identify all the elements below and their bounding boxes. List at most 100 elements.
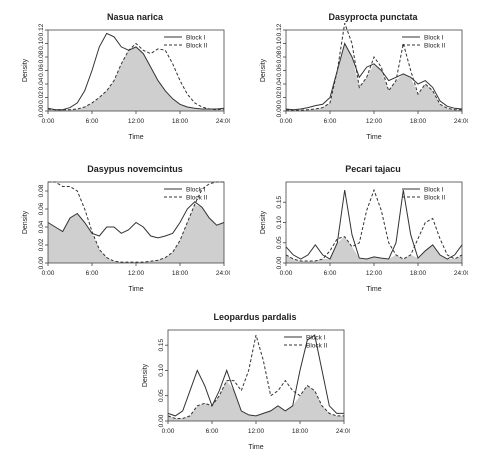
x-tick-label: 0:00 xyxy=(280,270,293,277)
y-tick-label: 0.02 xyxy=(38,238,45,251)
chart-svg: Dasypus novemcintus 0:00 6:00 12:00 18:00 24:… xyxy=(22,164,233,293)
y-tick-label: 0.00 xyxy=(38,256,45,269)
y-tick-label: 0.02 xyxy=(276,91,283,104)
x-tick-label: 18:00 xyxy=(410,118,427,125)
x-tick-label: 12:00 xyxy=(366,118,383,125)
x-tick-label: 18:00 xyxy=(172,270,189,277)
x-tick-label: 12:00 xyxy=(248,428,265,435)
y-axis-label: Density xyxy=(260,210,267,234)
x-tick-label: 0:00 xyxy=(280,118,293,125)
y-tick-label: 0.00 xyxy=(276,256,283,269)
x-tick-label: 6:00 xyxy=(206,428,219,435)
x-axis-label: Time xyxy=(128,286,143,293)
x-tick-label: 24:00 xyxy=(216,118,230,125)
y-tick-label: 0.04 xyxy=(38,77,45,90)
overlap-area xyxy=(48,204,224,263)
x-axis-label: Time xyxy=(366,134,381,141)
chart-svg: Leopardus pardalis 0:00 6:00 12:00 18:00 24:0… xyxy=(142,312,353,451)
y-tick-label: 0.08 xyxy=(276,50,283,63)
chart-panel: Dasyprocta punctata 0:00 6:00 12:00 18:00 24:… xyxy=(258,8,471,148)
series-line-1 xyxy=(285,42,463,111)
series-line-2 xyxy=(47,42,225,111)
x-tick-label: 18:00 xyxy=(172,118,189,125)
legend-label: Block II xyxy=(424,195,446,202)
y-axis-label: Density xyxy=(142,363,149,387)
x-tick-label: 24:00 xyxy=(454,270,468,277)
x-tick-label: 24:00 xyxy=(336,428,350,435)
y-tick-label: 0.00 xyxy=(158,414,165,427)
y-tick-label: 0.04 xyxy=(38,220,45,233)
series-line-1 xyxy=(47,201,225,239)
x-tick-label: 6:00 xyxy=(324,270,337,277)
x-axis-label: Time xyxy=(366,286,381,293)
y-tick-label: 0.12 xyxy=(276,23,283,36)
legend-label: Block I xyxy=(306,335,326,342)
y-axis-label: Density xyxy=(260,58,267,82)
chart-panel: Leopardus pardalis 0:00 6:00 12:00 18:00 24:0… xyxy=(140,308,353,458)
chart-svg: Pecari tajacu 0:00 6:00 12:00 18:00 24:00 0.00… xyxy=(260,164,471,293)
y-axis-label: Density xyxy=(22,210,29,234)
chart-title: Nasua narica xyxy=(107,12,164,22)
legend-label: Block I xyxy=(424,35,444,42)
legend-label: Block I xyxy=(186,35,206,42)
x-tick-label: 6:00 xyxy=(324,118,337,125)
chart-title: Dasypus novemcintus xyxy=(87,164,183,174)
y-tick-label: 0.00 xyxy=(38,104,45,117)
y-tick-label: 0.00 xyxy=(276,104,283,117)
x-tick-label: 18:00 xyxy=(292,428,309,435)
y-axis-label: Density xyxy=(22,58,29,82)
chart-panel: Nasua narica0:006:0012:0018:0024:000.000… xyxy=(20,8,233,148)
overlap-area xyxy=(168,380,344,421)
chart-title: Pecari tajacu xyxy=(345,164,401,174)
y-tick-label: 0.10 xyxy=(158,364,165,377)
chart-svg: Dasyprocta punctata 0:00 6:00 12:00 18:00 24:… xyxy=(260,12,471,141)
legend-label: Block I xyxy=(186,187,206,194)
y-tick-label: 0.10 xyxy=(38,37,45,50)
series-line-2 xyxy=(48,181,224,263)
chart-title: Dasyprocta punctata xyxy=(328,12,418,22)
x-tick-label: 0:00 xyxy=(162,428,175,435)
x-tick-label: 24:00 xyxy=(216,270,230,277)
y-tick-label: 0.06 xyxy=(276,64,283,77)
x-tick-label: 12:00 xyxy=(128,118,145,125)
y-tick-label: 0.12 xyxy=(38,23,45,36)
overlap-area xyxy=(286,43,462,111)
x-tick-label: 12:00 xyxy=(366,270,383,277)
x-tick-label: 0:00 xyxy=(42,270,55,277)
series-line-2 xyxy=(285,188,463,262)
chart-title: Leopardus pardalis xyxy=(213,312,296,322)
legend-label: Block II xyxy=(306,343,328,350)
y-tick-label: 0.05 xyxy=(158,389,165,402)
y-tick-label: 0.10 xyxy=(276,37,283,50)
series-line-1 xyxy=(167,334,344,417)
x-tick-label: 18:00 xyxy=(410,270,427,277)
x-axis-label: Time xyxy=(128,134,143,141)
y-tick-label: 0.10 xyxy=(276,216,283,229)
x-tick-label: 24:00 xyxy=(454,118,468,125)
x-tick-label: 0:00 xyxy=(42,118,55,125)
series-line-1 xyxy=(47,32,225,111)
legend-label: Block II xyxy=(186,43,208,50)
overlap-area xyxy=(48,46,224,111)
chart-svg: Nasua narica0:006:0012:0018:0024:000.000… xyxy=(22,12,233,141)
legend-label: Block II xyxy=(424,43,446,50)
y-tick-label: 0.15 xyxy=(276,196,283,209)
legend-label: Block I xyxy=(424,187,444,194)
y-tick-label: 0.02 xyxy=(38,91,45,104)
y-tick-label: 0.06 xyxy=(38,64,45,77)
series-line-2 xyxy=(167,334,344,419)
chart-panel: Dasypus novemcintus 0:00 6:00 12:00 18:00 24:… xyxy=(20,160,233,300)
x-tick-label: 6:00 xyxy=(86,270,99,277)
series-line-1 xyxy=(285,190,463,260)
overlap-area xyxy=(286,236,462,263)
legend-label: Block II xyxy=(186,195,208,202)
y-tick-label: 0.04 xyxy=(276,77,283,90)
y-tick-label: 0.15 xyxy=(158,338,165,351)
x-tick-label: 12:00 xyxy=(128,270,145,277)
y-tick-label: 0.05 xyxy=(276,236,283,249)
y-tick-label: 0.06 xyxy=(38,202,45,215)
y-tick-label: 0.08 xyxy=(38,184,45,197)
y-tick-label: 0.08 xyxy=(38,50,45,63)
x-tick-label: 6:00 xyxy=(86,118,99,125)
chart-panel: Pecari tajacu 0:00 6:00 12:00 18:00 24:00 0.00… xyxy=(258,160,471,300)
